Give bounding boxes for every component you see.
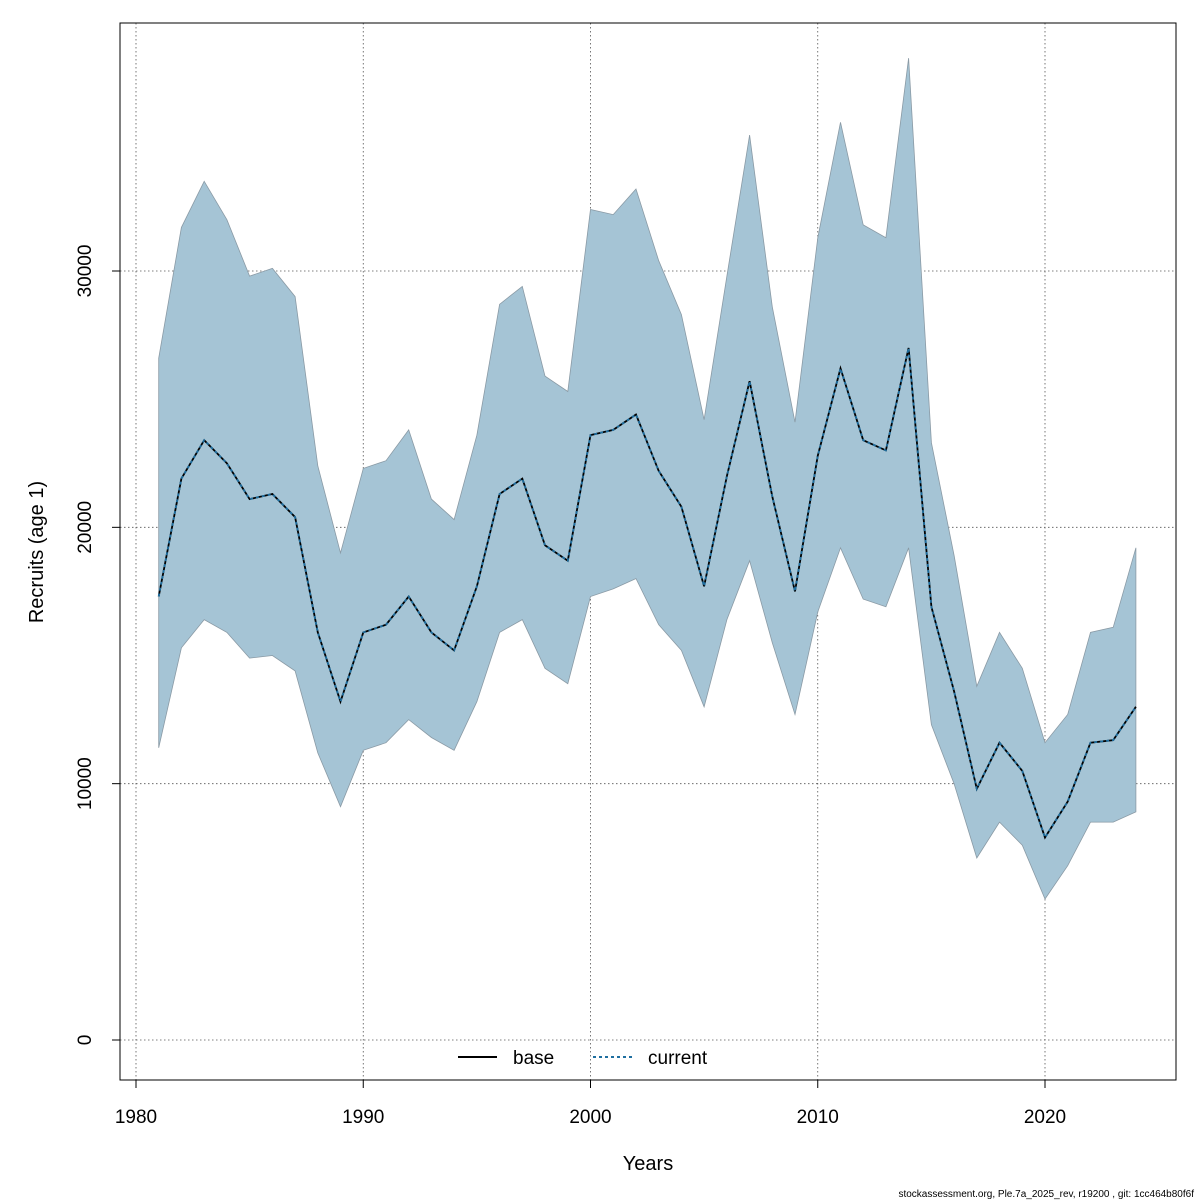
x-tick-label: 1980	[115, 1107, 157, 1128]
y-tick-label: 30000	[75, 245, 96, 298]
x-axis-title: Years	[623, 1153, 673, 1175]
legend: base current	[458, 1048, 708, 1069]
x-tick-label: 1990	[342, 1107, 384, 1128]
y-tick-label: 10000	[75, 757, 96, 810]
x-tick-label: 2000	[569, 1107, 611, 1128]
y-tick-label: 0	[75, 1035, 96, 1046]
y-tick-label: 20000	[75, 501, 96, 554]
x-tick-label: 2020	[1024, 1107, 1066, 1128]
x-tick-label: 2010	[797, 1107, 839, 1128]
legend-label-base: base	[513, 1048, 554, 1069]
series-lines	[157, 347, 1137, 840]
confidence-band	[158, 58, 1137, 900]
y-axis-title: Recruits (age 1)	[26, 481, 48, 623]
footer-note: stockassessment.org, Ple.7a_2025_rev, r1…	[898, 1189, 1194, 1200]
legend-label-current: current	[648, 1048, 708, 1069]
series-line-base	[157, 347, 1137, 840]
axes: 1980 1990 2000 2010 2020 0 10000 20000 30000	[75, 245, 1066, 1128]
